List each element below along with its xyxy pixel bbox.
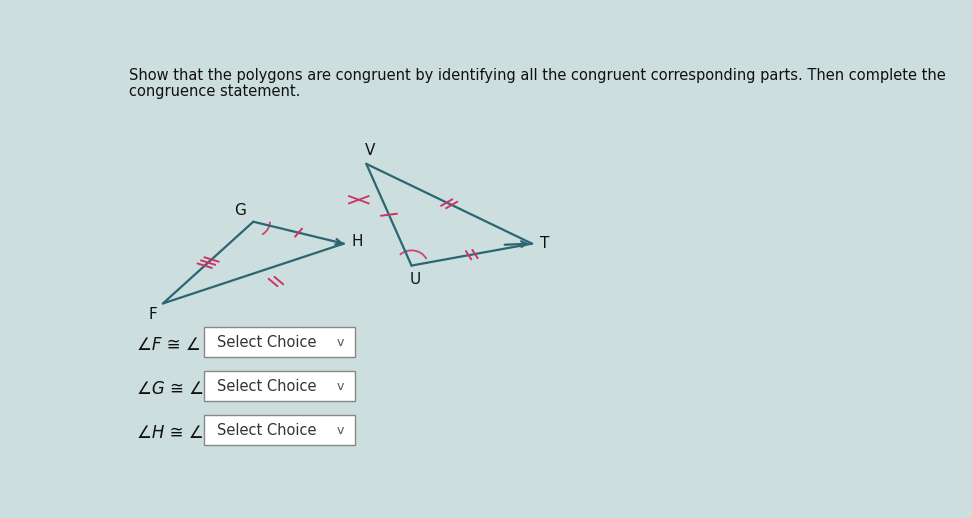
Text: U: U (409, 271, 421, 286)
Text: congruence statement.: congruence statement. (129, 84, 300, 99)
Text: V: V (364, 143, 375, 158)
Text: v: v (336, 336, 344, 349)
Text: Select Choice: Select Choice (217, 379, 317, 394)
Text: ∠F ≅ ∠: ∠F ≅ ∠ (136, 336, 200, 354)
FancyBboxPatch shape (204, 371, 355, 401)
Text: v: v (336, 424, 344, 437)
Text: Select Choice: Select Choice (217, 335, 317, 350)
Text: F: F (148, 308, 156, 323)
Text: H: H (351, 234, 363, 249)
Text: v: v (336, 380, 344, 393)
Text: Show that the polygons are congruent by identifying all the congruent correspond: Show that the polygons are congruent by … (129, 68, 946, 83)
Text: T: T (539, 236, 549, 251)
Text: ∠G ≅ ∠: ∠G ≅ ∠ (136, 380, 203, 398)
Text: Select Choice: Select Choice (217, 423, 317, 438)
FancyBboxPatch shape (204, 327, 355, 357)
Text: ∠H ≅ ∠: ∠H ≅ ∠ (136, 424, 203, 442)
Text: G: G (234, 203, 246, 218)
FancyBboxPatch shape (204, 415, 355, 445)
